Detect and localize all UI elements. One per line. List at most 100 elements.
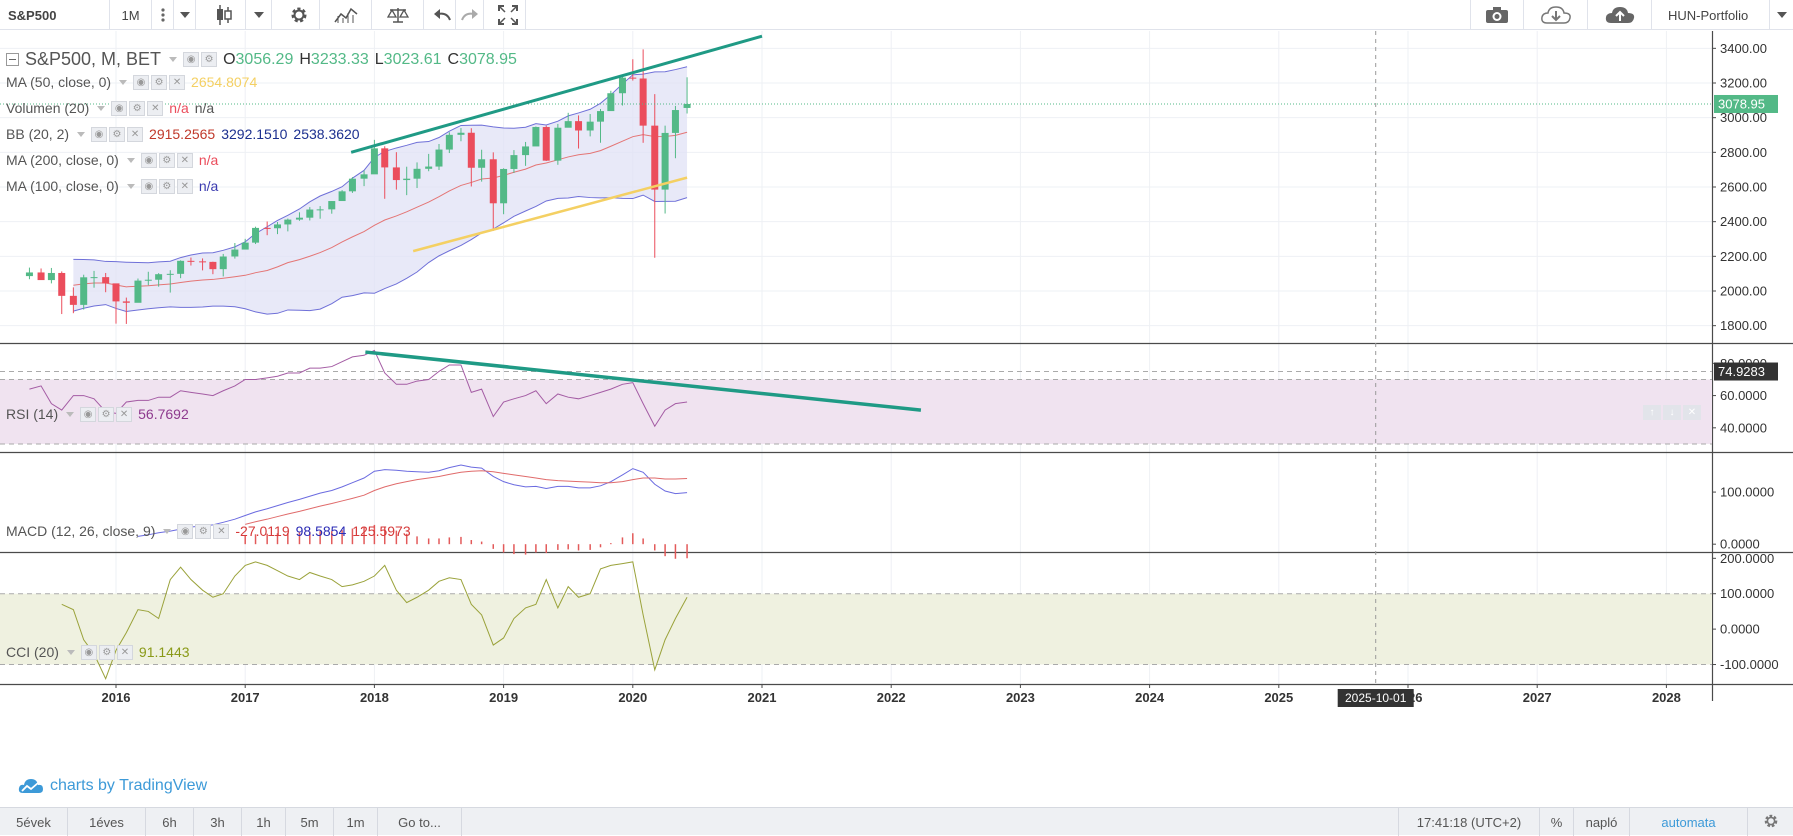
redo-button[interactable] [456, 0, 484, 30]
range-button-5[interactable]: 5m [286, 808, 334, 836]
compare-icon [386, 6, 409, 24]
chevron-down-icon[interactable] [126, 157, 135, 163]
arrow-down-icon[interactable]: ↓ [1663, 405, 1681, 420]
legend-buttons[interactable]: ◉ ⚙ ✕ [177, 523, 230, 539]
candle-body [306, 209, 314, 218]
tradingview-logo[interactable]: charts by TradingView [18, 777, 207, 795]
legend-buttons[interactable]: ◉ ⚙ [183, 52, 218, 67]
open-value: 3056.29 [235, 50, 294, 68]
candle-body [425, 166, 433, 169]
gear-icon[interactable]: ⚙ [98, 644, 115, 660]
gear-icon[interactable]: ⚙ [201, 52, 218, 67]
chart-canvas[interactable]: 3400.00 3200.00 3000.00 2800.00 2600.00 2400.… [0, 31, 1793, 807]
range-button-4[interactable]: 1h [242, 808, 286, 836]
candle-body [274, 224, 281, 229]
chevron-down-icon[interactable] [169, 57, 178, 62]
interval-dropdown-button[interactable] [174, 0, 196, 30]
indicators-button[interactable] [320, 0, 372, 30]
range-button-6[interactable]: 1m [334, 808, 378, 836]
range-button-2[interactable]: 6h [146, 808, 194, 836]
eye-icon[interactable]: ◉ [133, 74, 150, 90]
chevron-down-icon[interactable] [126, 183, 135, 189]
snapshot-button[interactable] [1470, 0, 1524, 30]
chevron-down-icon[interactable] [119, 79, 128, 85]
close-icon[interactable]: ✕ [176, 152, 193, 168]
arrow-up-icon[interactable]: ↑ [1643, 405, 1661, 420]
range-button-0[interactable]: 5évek [0, 808, 68, 836]
interval-selector[interactable]: 1M [110, 0, 152, 30]
percent-toggle[interactable]: % [1540, 808, 1574, 836]
eye-icon[interactable]: ◉ [177, 523, 194, 539]
eye-icon[interactable]: ◉ [80, 644, 97, 660]
time-label: 17:41:18 (UTC+2) [1416, 814, 1522, 830]
eye-icon[interactable]: ◉ [91, 126, 108, 142]
load-layout-button[interactable] [1524, 0, 1588, 30]
settings-button[interactable] [1748, 808, 1793, 836]
legend-buttons[interactable]: ◉ ⚙ ✕ [140, 152, 193, 168]
goto-button[interactable]: Go to... [378, 808, 462, 836]
undo-button[interactable] [428, 0, 456, 30]
chart-style-dropdown[interactable] [246, 0, 272, 30]
price-series [0, 49, 1712, 324]
range-label: 5m [300, 814, 319, 830]
gear-icon[interactable]: ⚙ [129, 100, 146, 116]
auto-toggle[interactable]: automata [1630, 808, 1748, 836]
legend-buttons[interactable]: ◉ ⚙ ✕ [91, 126, 144, 142]
gear-icon[interactable]: ⚙ [151, 74, 168, 90]
settings-button[interactable] [278, 0, 320, 30]
more-intervals-button[interactable] [152, 0, 174, 30]
eye-icon[interactable]: ◉ [140, 152, 157, 168]
gear-icon[interactable]: ⚙ [195, 523, 212, 539]
last-price-badge-bg [1714, 94, 1778, 113]
close-icon[interactable]: ✕ [1683, 405, 1701, 420]
close-icon[interactable]: ✕ [147, 100, 164, 116]
portfolio-dropdown[interactable] [1770, 0, 1793, 30]
chart-style-button[interactable] [202, 0, 246, 30]
gear-icon[interactable]: ⚙ [109, 126, 126, 142]
legend-buttons[interactable]: ◉ ⚙ ✕ [111, 100, 164, 116]
range-button-3[interactable]: 3h [194, 808, 242, 836]
chevron-down-icon[interactable] [66, 411, 75, 417]
collapse-legend-icon[interactable] [6, 53, 19, 66]
range-button-1[interactable]: 1éves [68, 808, 146, 836]
chevron-down-icon[interactable] [163, 528, 172, 534]
close-icon[interactable]: ✕ [169, 74, 186, 90]
symbol-search[interactable]: S&P500 [0, 0, 110, 30]
save-layout-button[interactable] [1588, 0, 1652, 30]
gear-icon[interactable]: ⚙ [158, 178, 175, 194]
chart-area[interactable]: 3400.00 3200.00 3000.00 2800.00 2600.00 2400.… [0, 31, 1793, 807]
fullscreen-button[interactable] [490, 0, 526, 30]
legend-buttons[interactable]: ◉ ⚙ ✕ [80, 644, 133, 660]
macd-line [137, 464, 688, 537]
legend-buttons[interactable]: ◉ ⚙ ✕ [80, 406, 133, 422]
compare-button[interactable] [372, 0, 424, 30]
chevron-down-icon[interactable] [97, 105, 106, 111]
cci-tick-label: 0.0000 [1720, 622, 1760, 637]
candle-body [542, 127, 550, 161]
close-icon[interactable]: ✕ [213, 523, 230, 539]
eye-icon[interactable]: ◉ [80, 406, 97, 422]
close-icon[interactable]: ✕ [176, 178, 193, 194]
log-toggle[interactable]: napló [1574, 808, 1630, 836]
candle-body [392, 167, 400, 181]
legend-buttons[interactable]: ◉ ⚙ ✕ [140, 178, 193, 194]
price-tick-label: 3200.00 [1720, 76, 1767, 91]
more-icon [160, 7, 165, 23]
close-icon[interactable]: ✕ [127, 126, 144, 142]
gear-icon[interactable]: ⚙ [98, 406, 115, 422]
ma50-value: 2654.8074 [191, 74, 258, 90]
close-icon[interactable]: ✕ [116, 644, 133, 660]
chevron-down-icon[interactable] [77, 131, 86, 137]
eye-icon[interactable]: ◉ [111, 100, 128, 116]
rsi-tick-label: 60.0000 [1720, 388, 1767, 403]
chevron-down-icon[interactable] [66, 649, 75, 655]
portfolio-selector[interactable]: HUN-Portfolio [1652, 0, 1770, 30]
fullscreen-icon [497, 5, 518, 25]
clock[interactable]: 17:41:18 (UTC+2) [1398, 808, 1540, 836]
legend-buttons[interactable]: ◉ ⚙ ✕ [133, 74, 186, 90]
close-label: C [447, 50, 460, 68]
gear-icon[interactable]: ⚙ [158, 152, 175, 168]
close-icon[interactable]: ✕ [116, 406, 133, 422]
eye-icon[interactable]: ◉ [183, 52, 200, 67]
eye-icon[interactable]: ◉ [140, 178, 157, 194]
